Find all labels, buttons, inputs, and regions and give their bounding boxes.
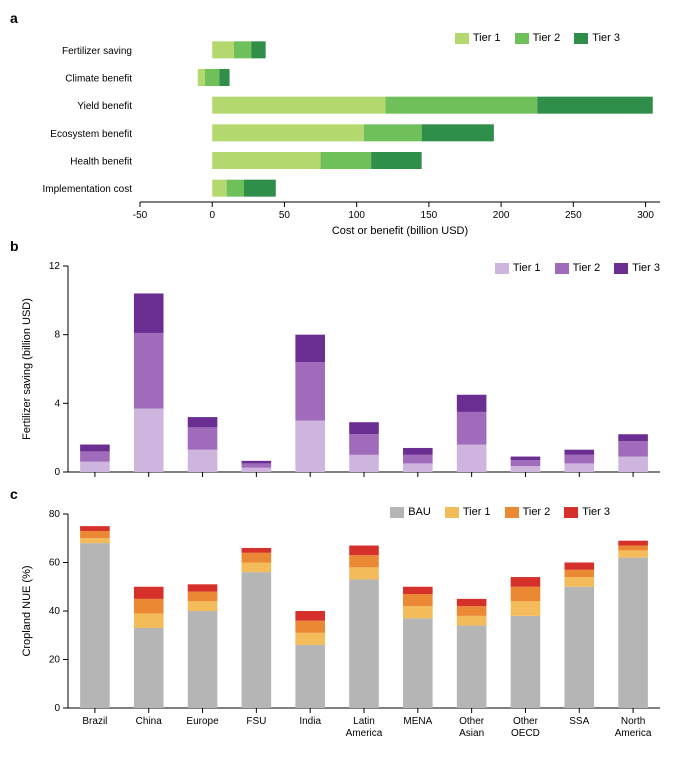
panel-a-chart: -50 0 50 100 150 200 250 300 Cost or benefit (bi… — [10, 28, 690, 238]
svg-text:250: 250 — [565, 210, 582, 221]
legend-item: Tier 3 — [614, 262, 660, 274]
legend-item: Tier 1 — [445, 506, 491, 518]
svg-text:0: 0 — [54, 467, 60, 478]
svg-text:50: 50 — [279, 210, 291, 221]
svg-text:OECD: OECD — [511, 728, 540, 739]
svg-text:12: 12 — [49, 261, 61, 272]
svg-text:100: 100 — [348, 210, 365, 221]
svg-text:China: China — [136, 716, 163, 727]
panel-a-legend: Tier 1 Tier 2 Tier 3 — [455, 32, 620, 44]
svg-text:Implementation cost: Implementation cost — [43, 184, 133, 195]
svg-text:0: 0 — [54, 703, 60, 714]
panel-a-label: a — [10, 10, 690, 26]
panel-b-chart: 0 4 8 12 Fertilizer saving (billion USD) Tie… — [10, 256, 690, 486]
svg-text:Fertilizer saving (billion USD: Fertilizer saving (billion USD) — [21, 298, 33, 440]
svg-text:Cost or benefit (billion USD): Cost or benefit (billion USD) — [332, 225, 468, 237]
svg-text:SSA: SSA — [569, 716, 589, 727]
svg-text:Latin: Latin — [353, 716, 375, 727]
svg-text:Climate benefit: Climate benefit — [65, 74, 132, 85]
svg-text:FSU: FSU — [246, 716, 266, 727]
svg-text:20: 20 — [49, 655, 61, 666]
svg-text:Cropland NUE (%): Cropland NUE (%) — [21, 565, 33, 656]
svg-text:Fertilizer saving: Fertilizer saving — [62, 46, 132, 57]
svg-text:0: 0 — [209, 210, 215, 221]
panel-b-label: b — [10, 238, 690, 254]
svg-text:Ecosystem benefit: Ecosystem benefit — [50, 129, 132, 140]
svg-text:40: 40 — [49, 606, 61, 617]
svg-text:North: North — [621, 716, 645, 727]
svg-text:4: 4 — [54, 398, 60, 409]
svg-text:Other: Other — [513, 716, 539, 727]
svg-text:India: India — [299, 716, 321, 727]
svg-text:Europe: Europe — [186, 716, 219, 727]
svg-text:Health benefit: Health benefit — [70, 157, 132, 168]
svg-text:200: 200 — [493, 210, 510, 221]
svg-text:80: 80 — [49, 509, 61, 520]
svg-text:300: 300 — [637, 210, 654, 221]
legend-item: Tier 2 — [555, 262, 601, 274]
svg-text:8: 8 — [54, 330, 60, 341]
svg-text:Asian: Asian — [459, 728, 484, 739]
panel-c-legend: BAU Tier 1 Tier 2 Tier 3 — [390, 506, 610, 518]
panel-c-chart: 0 20 40 60 80 Cropland NUE (%) Brazil China Euro… — [10, 504, 690, 754]
svg-text:America: America — [615, 728, 652, 739]
svg-text:Other: Other — [459, 716, 485, 727]
legend-item: Tier 1 — [455, 32, 501, 44]
panel-c-label: c — [10, 486, 690, 502]
svg-text:Brazil: Brazil — [82, 716, 107, 727]
panel-b-legend: Tier 1 Tier 2 Tier 3 — [495, 262, 660, 274]
svg-text:Yield benefit: Yield benefit — [77, 101, 132, 112]
legend-item: Tier 3 — [574, 32, 620, 44]
svg-text:America: America — [346, 728, 383, 739]
legend-item: Tier 1 — [495, 262, 541, 274]
svg-text:150: 150 — [421, 210, 438, 221]
legend-item: BAU — [390, 506, 431, 518]
legend-item: Tier 2 — [505, 506, 551, 518]
svg-text:60: 60 — [49, 558, 61, 569]
legend-item: Tier 2 — [515, 32, 561, 44]
legend-item: Tier 3 — [564, 506, 610, 518]
svg-text:MENA: MENA — [403, 716, 432, 727]
svg-text:-50: -50 — [133, 210, 148, 221]
